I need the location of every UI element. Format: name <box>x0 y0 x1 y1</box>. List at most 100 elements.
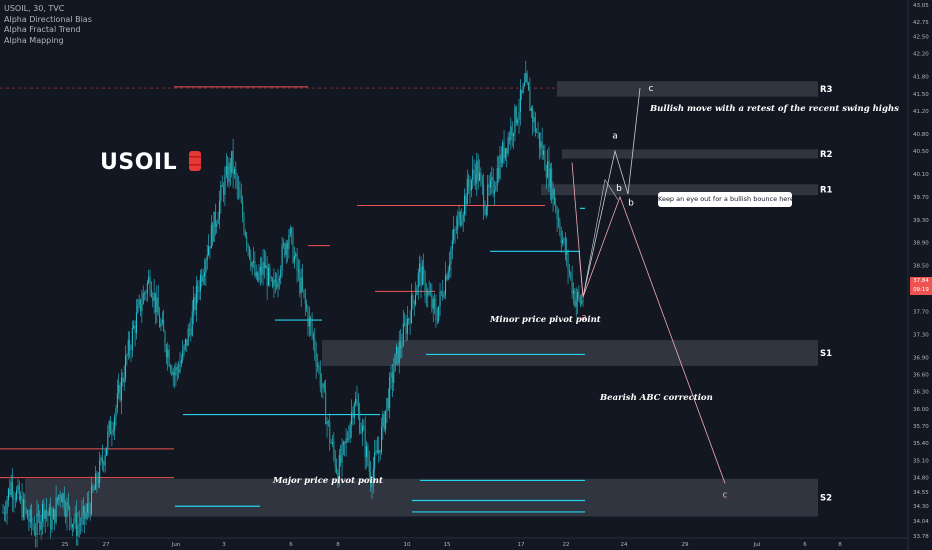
candle <box>82 497 84 526</box>
candle-body <box>379 449 381 453</box>
candle-body <box>367 446 369 464</box>
candle <box>33 515 35 536</box>
price-tick-label: 37.30 <box>913 332 929 338</box>
candle <box>212 222 214 246</box>
candle-body <box>223 186 225 195</box>
candle <box>341 438 343 477</box>
candle <box>163 309 165 332</box>
wave-label: b <box>628 198 634 208</box>
candle-body <box>432 299 434 309</box>
legend-symbol: USOIL, 30, TVC <box>4 4 65 13</box>
candle <box>31 503 33 536</box>
candle-body <box>451 240 453 250</box>
candle-body <box>312 334 314 339</box>
symbol-banner-text: USOIL <box>100 150 178 175</box>
candle <box>322 382 324 399</box>
candle-body <box>334 453 336 468</box>
price-tick-label: 40.50 <box>913 149 929 155</box>
candle <box>54 508 56 531</box>
candle-body <box>229 162 231 173</box>
candle-body <box>7 488 9 500</box>
candle-body <box>376 450 378 454</box>
candle-body <box>499 154 501 179</box>
candle <box>236 173 238 200</box>
price-tick-label: 39.30 <box>913 218 929 224</box>
candle-body <box>370 471 372 487</box>
candle <box>432 296 434 323</box>
candle-body <box>355 399 357 404</box>
candle <box>333 432 335 462</box>
candle-body <box>331 442 333 444</box>
candle-body <box>103 462 105 466</box>
candle <box>168 344 170 368</box>
price-tick-label: 33.78 <box>913 534 929 540</box>
candle <box>41 500 43 535</box>
candle-body <box>464 195 466 215</box>
candle-body <box>208 246 210 256</box>
candle-body <box>225 165 227 175</box>
candle <box>197 280 199 304</box>
candle <box>198 279 200 300</box>
candle <box>521 89 523 100</box>
candle-body <box>254 260 256 277</box>
candle-body <box>417 272 419 289</box>
candle <box>577 289 579 315</box>
candle <box>6 495 8 525</box>
candle-body <box>82 506 84 514</box>
candle <box>55 485 57 525</box>
legend-indicator: Alpha Fractal Trend <box>4 25 81 34</box>
candle-body <box>227 165 229 183</box>
candle-body <box>33 526 35 535</box>
candle-body <box>81 513 83 525</box>
candle-body <box>394 353 396 372</box>
price-tick-label: 38.90 <box>913 241 929 247</box>
candle <box>307 305 309 336</box>
candle-body <box>545 170 547 178</box>
candle-body <box>65 510 67 517</box>
candle <box>29 505 31 529</box>
candle <box>453 215 455 244</box>
candle-body <box>559 221 561 234</box>
candle <box>379 449 381 461</box>
candle-body <box>44 510 46 519</box>
candle <box>340 444 342 467</box>
candle <box>112 421 114 436</box>
candle-body <box>125 355 127 379</box>
candle-body <box>329 422 331 443</box>
candle-body <box>92 485 94 491</box>
candle-body <box>73 523 75 525</box>
candle-body <box>127 339 129 356</box>
candle <box>118 373 120 400</box>
candle-body <box>570 272 572 276</box>
candle <box>570 271 572 281</box>
zone-label-s1: S1 <box>820 349 832 359</box>
candle <box>536 127 538 134</box>
candle-body <box>291 228 293 233</box>
candle-body <box>32 523 34 527</box>
candle <box>206 244 208 270</box>
candle <box>556 205 558 233</box>
candle-body <box>538 132 540 148</box>
candle <box>355 391 357 407</box>
candle-body <box>292 232 294 263</box>
candle <box>545 164 547 189</box>
candle-body <box>120 377 122 401</box>
candle <box>273 268 275 299</box>
candle-body <box>265 265 267 269</box>
candle <box>70 516 72 531</box>
candle-body <box>562 239 564 244</box>
candle-body <box>13 497 15 499</box>
candle <box>419 255 421 287</box>
candle-body <box>71 524 73 528</box>
candle-body <box>197 285 199 292</box>
candle <box>51 506 53 533</box>
candle-body <box>439 291 441 307</box>
candle <box>189 322 191 337</box>
price-tick-label: 43.05 <box>913 3 929 9</box>
candle <box>541 127 543 161</box>
candle-body <box>40 521 42 530</box>
candle <box>351 399 353 438</box>
candle-body <box>190 328 192 336</box>
candle <box>378 436 380 463</box>
